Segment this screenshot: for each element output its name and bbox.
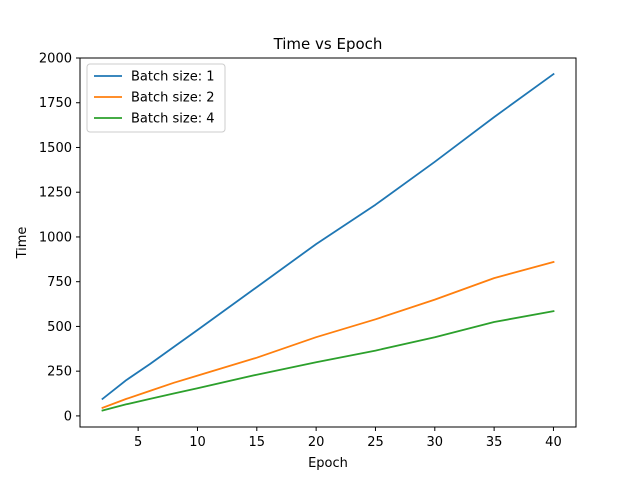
x-tick-label: 15 — [249, 435, 266, 450]
y-tick-label: 1500 — [39, 141, 72, 156]
x-tick-label: 40 — [545, 435, 562, 450]
y-axis: 0 250 500 750 1000 1250 1500 1750 2000 — [39, 52, 80, 424]
y-axis-label: Time — [15, 227, 30, 260]
legend-label: Batch size: 2 — [131, 91, 215, 106]
x-tick-label: 5 — [134, 435, 142, 450]
legend: Batch size: 1 Batch size: 2 Batch size: 4 — [86, 63, 226, 133]
y-tick-label: 250 — [47, 365, 72, 380]
y-tick-label: 1750 — [39, 96, 72, 111]
y-tick-label: 0 — [64, 409, 72, 424]
series-line-3 — [101, 310, 555, 412]
y-tick-label: 500 — [47, 320, 72, 335]
x-tick-label: 25 — [367, 435, 384, 450]
y-tick-label: 1250 — [39, 186, 72, 201]
series-line-2 — [101, 260, 555, 410]
plot-area — [79, 57, 577, 428]
y-tick-label: 750 — [47, 275, 72, 290]
x-tick-label: 20 — [308, 435, 325, 450]
x-tick-label: 10 — [189, 435, 206, 450]
x-axis-label: Epoch — [308, 456, 348, 471]
y-tick-label: 2000 — [39, 52, 72, 67]
x-tick-label: 30 — [427, 435, 444, 450]
series-line-1 — [101, 72, 555, 401]
y-tick-label: 1000 — [39, 230, 72, 245]
x-tick-label: 35 — [486, 435, 503, 450]
series-lines — [101, 72, 555, 412]
x-axis: 5 10 15 20 25 30 35 40 — [134, 427, 562, 450]
chart-title: Time vs Epoch — [273, 35, 383, 53]
legend-box — [86, 63, 226, 133]
legend-label: Batch size: 4 — [131, 112, 215, 127]
legend-label: Batch size: 1 — [131, 70, 215, 85]
